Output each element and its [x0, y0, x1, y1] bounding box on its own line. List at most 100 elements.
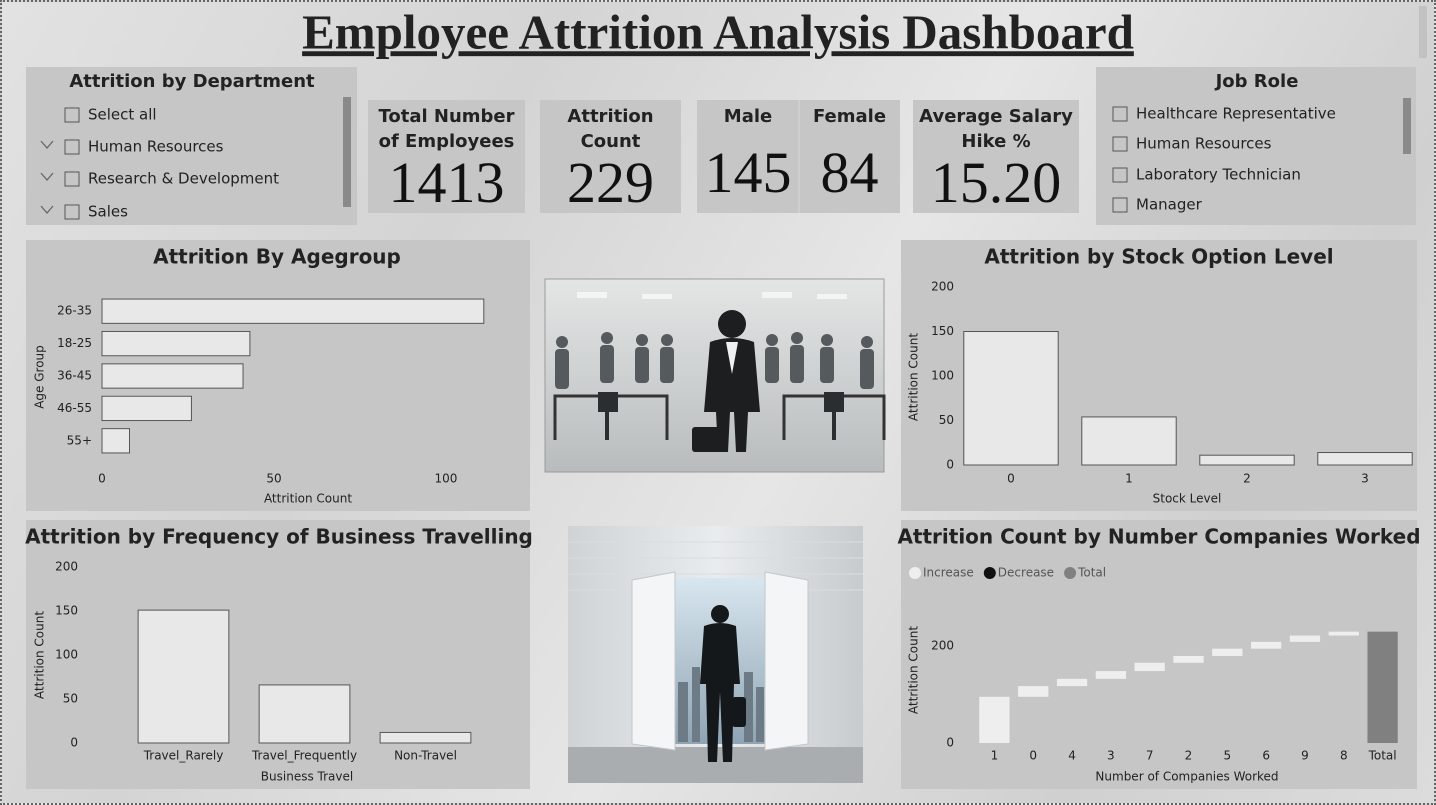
slicer-title: Job Role: [1214, 71, 1299, 92]
chart-title: Attrition by Frequency of Business Trave…: [25, 525, 533, 549]
bar: [379, 731, 472, 744]
y-tick-label: 100: [931, 369, 954, 383]
kpi-value: 1413: [388, 150, 505, 215]
x-axis-label: Number of Companies Worked: [1095, 770, 1278, 784]
y-tick-label: 0: [946, 736, 954, 750]
bar: [1289, 635, 1321, 642]
slicer-item[interactable]: Healthcare Representative: [1136, 105, 1336, 123]
checkbox[interactable]: [64, 171, 80, 187]
y-tick-label: 100: [55, 648, 78, 662]
checkbox[interactable]: [64, 204, 80, 220]
y-tick-label: 200: [55, 560, 78, 574]
slicer-item[interactable]: Sales: [88, 203, 128, 221]
x-tick-label: 0: [1007, 472, 1015, 486]
x-tick-label: 0: [98, 472, 106, 486]
bar: [1199, 454, 1295, 466]
slicer-item[interactable]: Select all: [88, 106, 157, 124]
x-tick-label: Total: [1368, 749, 1397, 763]
y-tick-label: 150: [931, 324, 954, 338]
bar: [101, 330, 251, 357]
slicer-scrollbar[interactable]: [1403, 98, 1411, 154]
expand-chevrons: [40, 140, 54, 214]
slicer-panel: [26, 67, 357, 225]
x-tick-label: Travel_Frequently: [251, 749, 357, 763]
bar: [1056, 678, 1088, 687]
kpi-card: Female 84: [799, 100, 900, 213]
chart-panel: [901, 520, 1417, 789]
slicer-panel: [1096, 67, 1416, 225]
slicer-item[interactable]: Human Resources: [1136, 135, 1272, 153]
x-axis-label: Business Travel: [261, 770, 353, 784]
y-tick-label: 0: [70, 736, 78, 750]
bar: [1173, 655, 1204, 663]
y-axis-label: Attrition Count: [33, 611, 47, 699]
slicer-item[interactable]: Laboratory Technician: [1136, 166, 1301, 184]
x-axis-label: Attrition Count: [264, 492, 352, 506]
bar: [101, 428, 131, 454]
x-tick-label: 3: [1361, 472, 1369, 486]
kpi-label: Total Number of Employees: [378, 106, 515, 152]
kpi-value: 229: [567, 150, 654, 215]
chart-panel: [26, 520, 530, 789]
checkbox[interactable]: [64, 139, 80, 155]
x-tick-label: 5: [1223, 749, 1231, 763]
legend-marker: [909, 567, 921, 579]
slicer-scrollbar[interactable]: [343, 97, 351, 207]
x-tick-label: 50: [266, 472, 281, 486]
kpi-card: Male 145: [697, 100, 799, 213]
dashboard-title: Employee Attrition Analysis Dashboard: [302, 4, 1134, 59]
bar: [1367, 631, 1398, 743]
legend-marker: [1064, 567, 1077, 579]
kpi-card: [540, 100, 681, 213]
bar: [1018, 686, 1049, 697]
bar: [101, 363, 244, 389]
legend-label: Increase: [923, 566, 974, 580]
bar: [1095, 671, 1127, 679]
y-axis-label: Attrition Count: [907, 626, 921, 714]
legend-label: Total: [1077, 566, 1106, 580]
x-tick-label: Non-Travel: [394, 749, 457, 763]
slicer-item[interactable]: Manager: [1136, 196, 1203, 214]
y-tick-label: 55+: [67, 433, 92, 447]
y-tick-label: 18-25: [57, 336, 92, 350]
slicer-item[interactable]: Research & Development: [88, 170, 279, 188]
bar: [963, 331, 1059, 466]
bar: [1317, 452, 1413, 466]
x-tick-label: 7: [1146, 749, 1154, 763]
office-image: [544, 278, 886, 473]
checkbox[interactable]: [1112, 106, 1128, 122]
y-tick-label: 46-55: [57, 401, 92, 415]
legend-label: Decrease: [998, 566, 1054, 580]
bar: [1212, 648, 1243, 656]
y-tick-label: 26-35: [57, 304, 92, 318]
y-tick-label: 200: [931, 638, 954, 652]
checkbox[interactable]: [1112, 136, 1128, 152]
slicer-item[interactable]: Human Resources: [88, 138, 224, 156]
kpi-card: Total Number of Employees 1413: [368, 100, 525, 213]
bar: [101, 298, 485, 324]
bar: [137, 609, 230, 744]
bar: [101, 395, 192, 422]
kpi-label: Female: [812, 106, 887, 127]
scrollbar[interactable]: [1419, 6, 1427, 58]
kpi-value: 15.20: [930, 150, 1062, 215]
checkbox[interactable]: [64, 107, 80, 123]
y-tick-label: 150: [55, 604, 78, 618]
checkbox[interactable]: [1112, 197, 1128, 213]
legend-marker: [983, 567, 996, 579]
kpi-label: Attrition Count: [567, 106, 654, 152]
y-axis-label: Attrition Count: [907, 333, 921, 421]
y-tick-label: 200: [931, 280, 954, 294]
door-image: [568, 526, 863, 783]
chart-title: Attrition By Agegroup: [153, 245, 401, 269]
x-tick-label: 1: [991, 749, 999, 763]
kpi-label: Male: [723, 106, 773, 127]
x-tick-label: 1: [1125, 472, 1133, 486]
slicer-title: Attrition by Department: [69, 71, 315, 92]
x-tick-label: 2: [1243, 472, 1251, 486]
bar: [1250, 641, 1282, 649]
kpi-card: Attrition Count 229: [540, 100, 681, 213]
checkbox[interactable]: [1112, 167, 1128, 183]
